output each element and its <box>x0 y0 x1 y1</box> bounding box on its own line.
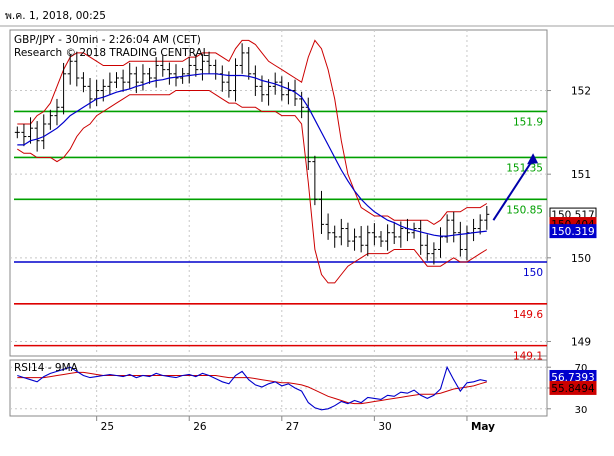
moving-average-line <box>17 73 487 237</box>
level-label: 149.1 <box>513 351 543 363</box>
x-tick-label: 26 <box>193 421 207 433</box>
rsi-tag-label: 55.8494 <box>551 383 595 395</box>
header-datetime: พ.ค. 1, 2018, 00:25 <box>5 10 106 22</box>
bollinger-lower <box>17 90 488 284</box>
chart-subtitle: Research © 2018 TRADING CENTRAL <box>14 47 209 59</box>
rsi-y-tick-label: 30 <box>575 405 588 416</box>
y-tick-label: 152 <box>571 86 591 98</box>
level-label: 149.6 <box>513 309 543 321</box>
header-bar <box>0 0 614 26</box>
bollinger-upper <box>17 39 488 225</box>
x-tick-label: 25 <box>101 421 114 433</box>
forecast-arrow-head <box>527 153 539 165</box>
rsi-title: RSI14 - 9MA <box>14 362 79 374</box>
level-label: 150 <box>523 267 543 279</box>
level-label: 151.9 <box>513 116 543 128</box>
price-panel <box>9 29 548 357</box>
level-label: 150.85 <box>506 204 543 216</box>
forecast-arrow <box>492 158 534 221</box>
rsi-ma-line <box>17 371 487 405</box>
y-tick-label: 151 <box>571 169 591 181</box>
level-label: 151.35 <box>506 162 543 174</box>
x-tick-label: 30 <box>378 421 391 433</box>
x-tick-label: May <box>471 421 495 433</box>
rsi-tag <box>549 380 597 395</box>
x-tick-label: 27 <box>286 421 299 433</box>
y-tick-label: 149 <box>571 336 591 348</box>
rsi-line <box>17 365 487 411</box>
rsi-y-tick-label: 70 <box>575 363 588 374</box>
price-tag-label: 150.319 <box>551 226 594 238</box>
y-tick-label: 150 <box>571 253 591 265</box>
price-tag <box>549 224 597 239</box>
chart-title: GBP/JPY - 30min - 2:26:04 AM (CET) <box>14 34 201 46</box>
